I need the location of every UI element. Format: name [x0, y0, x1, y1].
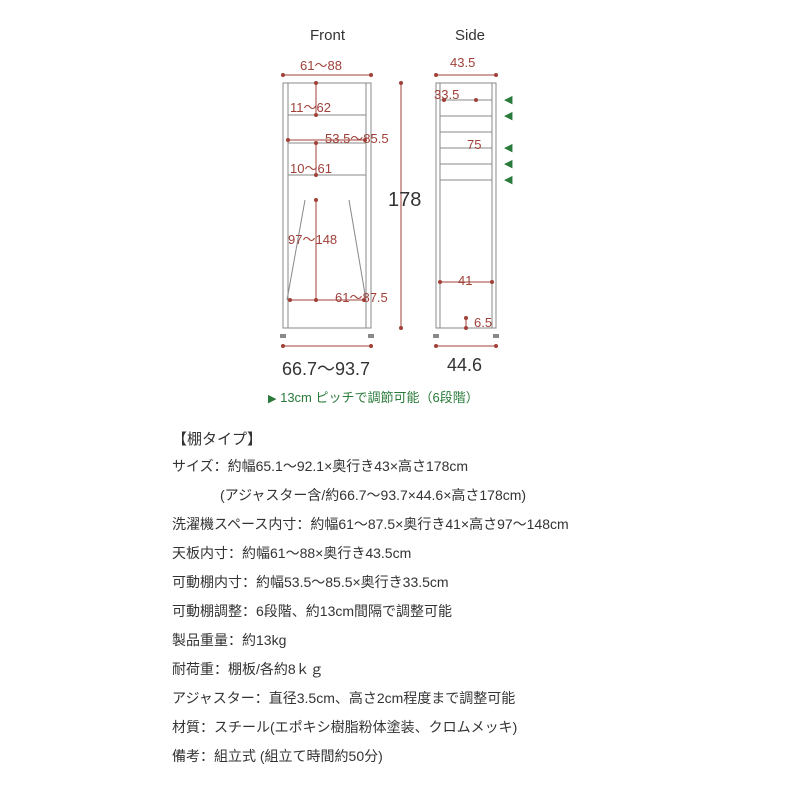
front-base-width: 66.7～93.7: [282, 355, 370, 381]
front-dim-innerh: 97～148: [288, 229, 337, 248]
side-dim-shelfd: 33.5: [434, 87, 459, 102]
triangle-left-icon: ◀: [504, 141, 512, 154]
side-title: Side: [455, 27, 485, 44]
pitch-note-text: 13cm ピッチで調節可能（6段階）: [280, 390, 479, 405]
triangle-right-icon: ▶: [268, 393, 276, 405]
spec-line: 備考：組立式 (組立て時間約50分): [172, 749, 732, 763]
triangle-left-icon: ◀: [504, 93, 512, 106]
triangle-left-icon: ◀: [504, 157, 512, 170]
spec-block: 【棚タイプ】 サイズ：約幅65.1～92.1×奥行き43×高さ178cm (アジャ…: [172, 428, 732, 778]
side-dim-top: 43.5: [450, 55, 475, 70]
side-dim-innerd: 41: [458, 273, 472, 288]
spec-line: 材質：スチール(エポキシ樹脂粉体塗装、クロムメッキ): [172, 720, 732, 734]
spec-line: 製品重量：約13kg: [172, 633, 732, 647]
spec-line: サイズ：約幅65.1～92.1×奥行き43×高さ178cm: [172, 459, 732, 473]
spec-line: 天板内寸：約幅61～88×奥行き43.5cm: [172, 546, 732, 560]
front-dim-gap2: 10～61: [290, 158, 332, 177]
spec-line: アジャスター：直径3.5cm、高さ2cm程度まで調整可能: [172, 691, 732, 705]
diagram-area: Front 61～88 11～62 53.5～85.5 10～61 97～148…: [0, 0, 800, 410]
front-dim-innerw: 61～87.5: [335, 287, 388, 306]
spec-line: 洗濯機スペース内寸：約幅61～87.5×奥行き41×高さ97～148cm: [172, 517, 732, 531]
spec-line: (アジャスター含/約66.7～93.7×44.6×高さ178cm): [172, 488, 732, 502]
side-dim-zone: 75: [467, 137, 481, 152]
front-dim-totalh: 178: [388, 189, 421, 212]
front-dim-shelfw: 53.5～85.5: [325, 128, 389, 147]
triangle-left-icon: ◀: [504, 109, 512, 122]
front-dim-gap1: 11～62: [290, 97, 331, 116]
spec-heading: 【棚タイプ】: [172, 428, 732, 449]
triangle-left-icon: ◀: [504, 173, 512, 186]
side-base-width: 44.6: [447, 355, 482, 376]
front-dim-top: 61～88: [300, 55, 342, 74]
spec-line: 耐荷重：棚板/各約8ｋｇ: [172, 662, 732, 676]
spec-line: 可動棚内寸：約幅53.5～85.5×奥行き33.5cm: [172, 575, 732, 589]
spec-line: 可動棚調整：6段階、約13cm間隔で調整可能: [172, 604, 732, 618]
side-dim-foot: 6.5: [474, 315, 492, 330]
pitch-note: ▶ 13cm ピッチで調節可能（6段階）: [268, 387, 479, 406]
front-title: Front: [310, 27, 345, 44]
